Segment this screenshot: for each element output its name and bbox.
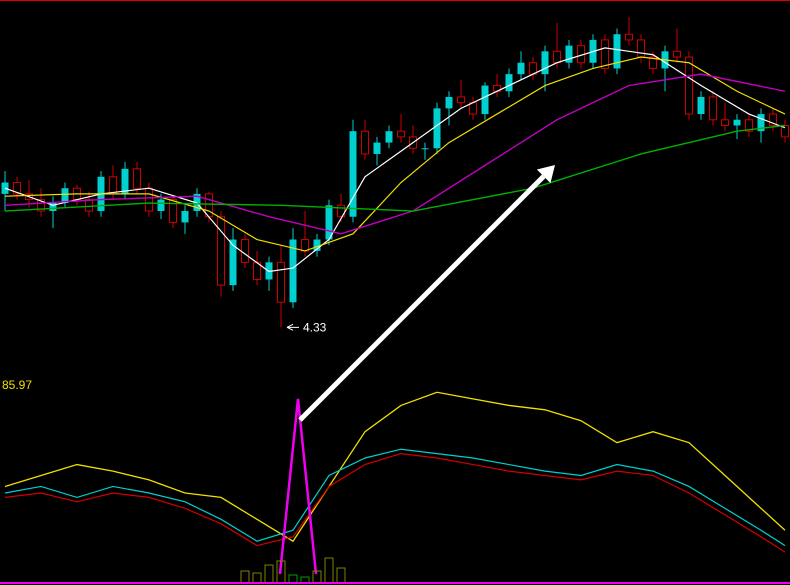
candlestick-chart: 4.33	[0, 0, 790, 365]
indicator-chart	[0, 366, 790, 585]
main-price-panel[interactable]: 4.33	[0, 0, 790, 365]
indicator-panel[interactable]: 85.97	[0, 366, 790, 585]
svg-text:4.33: 4.33	[303, 320, 327, 334]
